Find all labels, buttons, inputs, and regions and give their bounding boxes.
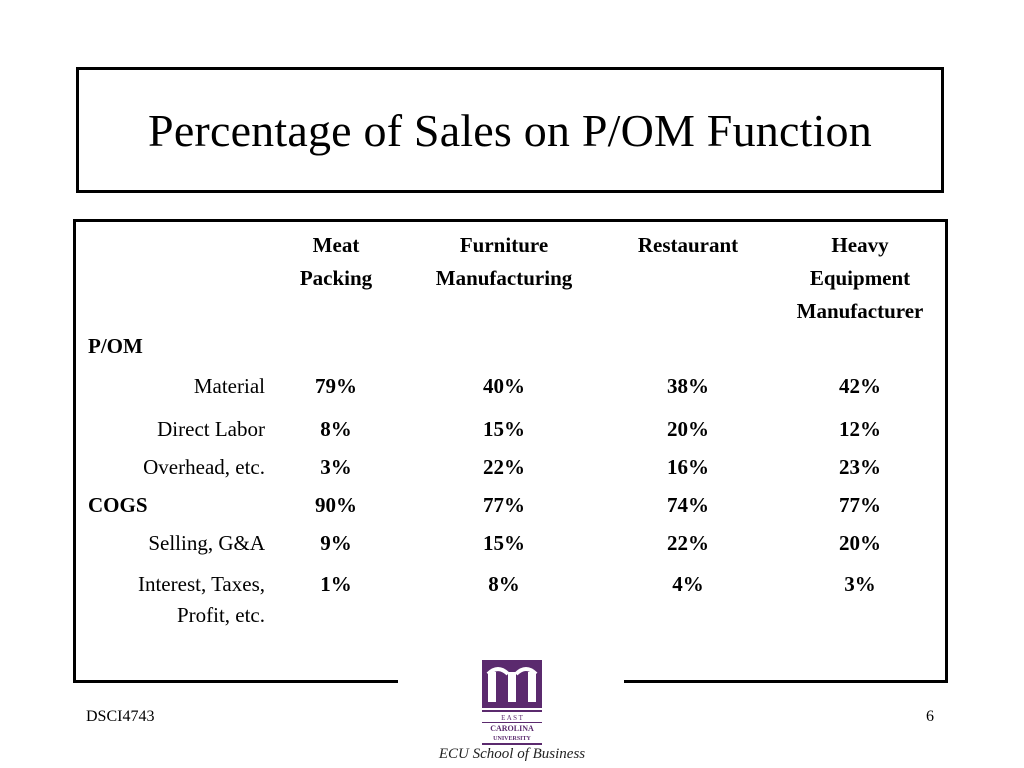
row-label: Direct Labor — [157, 417, 265, 441]
value-cell: 79% — [315, 374, 357, 398]
value-cell: 23% — [839, 455, 881, 479]
row-label: Overhead, etc. — [143, 455, 265, 479]
logo-letters-east: E A S T — [501, 714, 524, 722]
logo-text-university: UNIVERSITY — [493, 736, 531, 742]
value-cell: 74% — [667, 493, 709, 517]
value-cell: 3% — [844, 572, 876, 596]
value-cell: 40% — [483, 374, 525, 398]
value-cell: 20% — [839, 531, 881, 555]
row-label-cogs: COGS — [88, 493, 148, 517]
col-header-heavy-equipment: Heavy Equipment Manufacturer — [796, 233, 924, 323]
value-cell: 1% — [320, 572, 352, 596]
value-cell: 90% — [315, 493, 357, 517]
value-cell: 77% — [483, 493, 525, 517]
footer-page-number: 6 — [926, 708, 934, 725]
value-cell: 42% — [839, 374, 881, 398]
value-cell: 15% — [483, 531, 525, 555]
value-cell: 15% — [483, 417, 525, 441]
ecu-logo-icon: E A S T CAROLINA UNIVERSITY — [482, 660, 542, 745]
col-header-restaurant: Restaurant — [637, 233, 739, 257]
value-cell: 9% — [320, 531, 352, 555]
row-label: Selling, G&A — [148, 531, 265, 555]
row-label-continued: Profit, etc. — [176, 603, 265, 627]
logo-text-carolina: CAROLINA — [490, 724, 534, 733]
value-cell: 12% — [839, 417, 881, 441]
value-cell: 38% — [667, 374, 709, 398]
footer-course-code: DSCI4743 — [86, 708, 155, 725]
table-bottom-border-right — [624, 680, 948, 683]
value-cell: 3% — [320, 455, 352, 479]
slide-title: Percentage of Sales on P/OM Function — [148, 104, 872, 156]
table-bottom-border-left — [73, 680, 398, 683]
col-header-meat-packing: Meat Packing — [299, 233, 373, 290]
value-cell: 20% — [667, 417, 709, 441]
value-cell: 22% — [667, 531, 709, 555]
row-label: Material — [193, 374, 265, 398]
value-cell: 8% — [320, 417, 352, 441]
col-header-furniture: Furniture Manufacturing — [435, 233, 573, 290]
value-cell: 4% — [672, 572, 704, 596]
value-cell: 8% — [488, 572, 520, 596]
value-cell: 77% — [839, 493, 881, 517]
value-cell: 22% — [483, 455, 525, 479]
table-box — [73, 219, 948, 683]
value-cell: 16% — [667, 455, 709, 479]
section-label-pom: P/OM — [88, 334, 143, 358]
row-label: Interest, Taxes, — [137, 572, 265, 596]
title-box: Percentage of Sales on P/OM Function — [76, 67, 944, 193]
school-name: ECU School of Business — [438, 746, 586, 762]
